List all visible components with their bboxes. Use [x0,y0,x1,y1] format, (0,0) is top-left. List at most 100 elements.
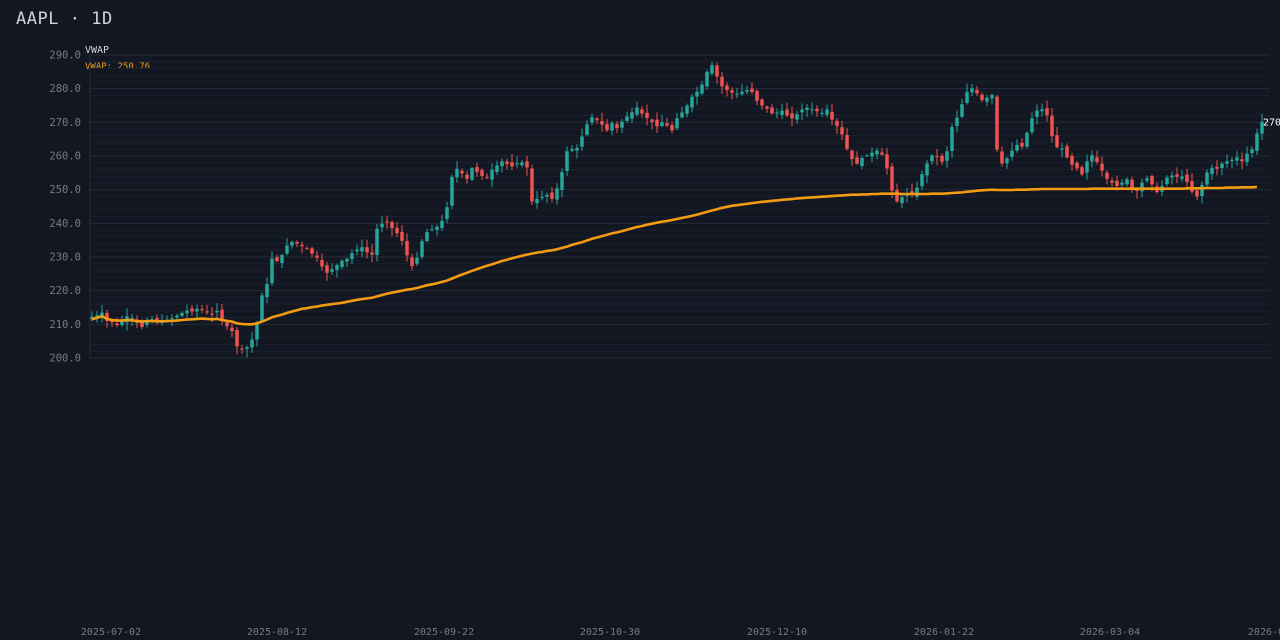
candle-body [395,227,399,234]
candle-body [755,90,759,101]
candle-body [750,88,754,93]
candle-body [970,88,974,93]
candle-body [1140,182,1144,192]
candle-body [900,197,904,204]
candle-body [740,91,744,94]
candle-body [305,247,309,249]
candle-body [385,221,389,223]
candle-body [530,168,534,202]
candle-body [725,85,729,91]
candle-body [285,245,289,254]
candle-body [200,309,204,311]
candle-body [130,317,134,319]
candle-body [490,169,494,180]
candle-body [100,312,104,318]
candle-body [1215,166,1219,169]
candle-body [1180,176,1184,179]
candle-body [440,220,444,228]
indicator-name: VWAP [85,45,110,56]
candle-body [350,253,354,259]
candle-body [820,112,824,114]
y-tick-label: 260.0 [49,151,81,163]
candle-body [680,112,684,118]
candle-body [425,232,429,242]
candle-body [920,174,924,187]
candle-body [320,259,324,267]
chart-title: AAPL · 1D [16,9,113,29]
candle-body [870,152,874,157]
candle-body [270,258,274,284]
candle-body [860,158,864,167]
candle-body [415,257,419,264]
candle-body [960,104,964,117]
candle-body [955,117,959,126]
candle-body [945,151,949,161]
candle-body [335,265,339,270]
candle-body [515,163,519,165]
candle-body [280,254,284,264]
candle-body [710,65,714,74]
candle-body [1090,155,1094,162]
candle-body [255,322,259,340]
candle-body [655,119,659,127]
y-tick-label: 290.0 [49,50,81,62]
x-tick-label: 2025-12-10 [747,627,807,638]
x-tick-label: 2026-03-04 [1080,627,1140,638]
candle-body [610,123,614,131]
candle-body [880,152,884,155]
y-tick-label: 220.0 [49,285,81,297]
candle-body [700,84,704,94]
candle-body [875,150,879,155]
candle-body [155,317,159,321]
candle-body [455,168,459,178]
candle-body [1005,158,1009,164]
indicator-value-label: VWAP: [85,62,113,72]
x-tick-label: 2025-10-30 [580,627,640,638]
candle-body [950,127,954,151]
candle-body [330,269,334,272]
y-tick-label: 230.0 [49,252,81,264]
y-tick-label: 240.0 [49,218,81,230]
candle-body [670,125,674,131]
candle-body [760,99,764,106]
candle-body [580,136,584,147]
candle-body [925,163,929,176]
candle-body [640,109,644,114]
candle-body [1105,172,1109,179]
candle-body [690,96,694,108]
candle-body [795,114,799,120]
candle-body [1000,151,1004,164]
candle-body [1205,172,1209,185]
candle-body [505,161,509,165]
candle-body [745,90,749,92]
candle-body [1025,132,1029,147]
candle-body [590,117,594,123]
candle-body [145,321,149,325]
x-tick-label: 2026-04- [1248,627,1280,638]
candle-body [265,283,269,298]
candle-body [850,150,854,160]
candle-body [1250,149,1254,154]
candle-body [930,155,934,162]
candle-body [480,169,484,176]
candle-body [1240,159,1244,162]
candle-body [420,241,424,257]
candle-body [965,92,969,103]
candle-body [550,192,554,199]
candle-body [600,121,604,125]
candle-body [470,168,474,180]
candle-body [555,188,559,200]
candle-body [605,124,609,131]
candle-body [235,329,239,347]
candle-body [1225,161,1229,164]
candle-body [445,207,449,220]
candle-body [170,318,174,320]
indicator-value-number: 250.76 [117,62,151,72]
candle-body [1055,135,1059,148]
candle-body [1195,190,1199,197]
candle-body [730,90,734,93]
candle-body [405,241,409,256]
candle-body [645,112,649,118]
